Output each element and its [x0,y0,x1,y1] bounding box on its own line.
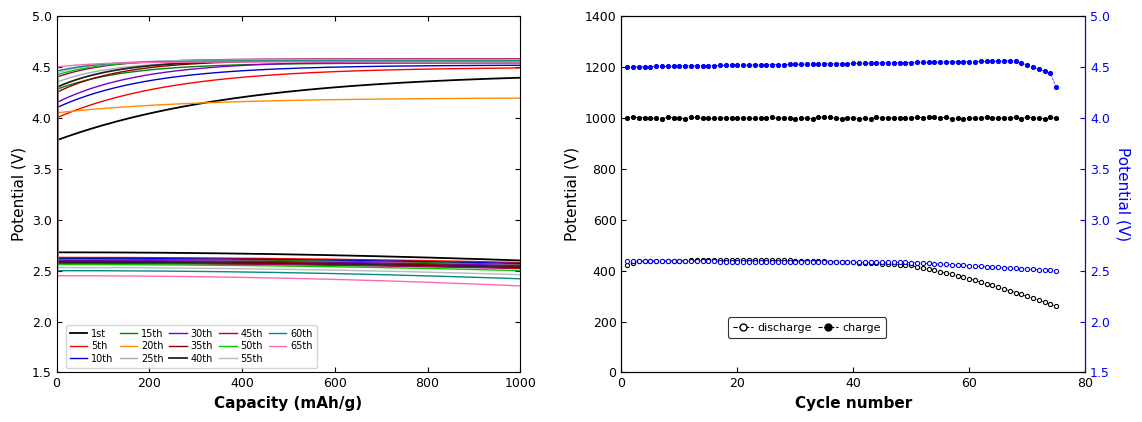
charge [1038,116,1052,121]
Legend: 1st, 5th, 10th, 15th, 20th, 25th, 30th, 35th, 40th, 45th, 50th, 55th, 60th, 65th: 1st, 5th, 10th, 15th, 20th, 25th, 30th, … [66,325,316,368]
X-axis label: Cycle number: Cycle number [795,396,912,411]
Line: discharge: discharge [625,258,1059,308]
charge [963,116,976,121]
Line: charge: charge [625,115,1059,121]
discharge [1008,290,1022,295]
charge [1003,116,1016,121]
Legend: discharge, charge: discharge, charge [727,317,886,338]
discharge [1049,304,1063,309]
Y-axis label: Potential (V): Potential (V) [11,147,26,241]
charge [620,116,634,121]
charge [1049,116,1063,121]
X-axis label: Capacity (mAh/g): Capacity (mAh/g) [215,396,362,411]
charge [944,116,958,121]
discharge [963,276,976,281]
discharge [980,281,994,286]
Y-axis label: Potential (V): Potential (V) [564,147,579,241]
discharge [620,262,634,268]
charge [974,116,988,121]
charge [1020,115,1034,120]
discharge [656,258,669,263]
charge [957,116,971,121]
charge [656,116,669,121]
Y-axis label: Potential (V): Potential (V) [1116,147,1131,241]
discharge [951,273,965,279]
discharge [968,278,982,283]
discharge [737,257,750,262]
